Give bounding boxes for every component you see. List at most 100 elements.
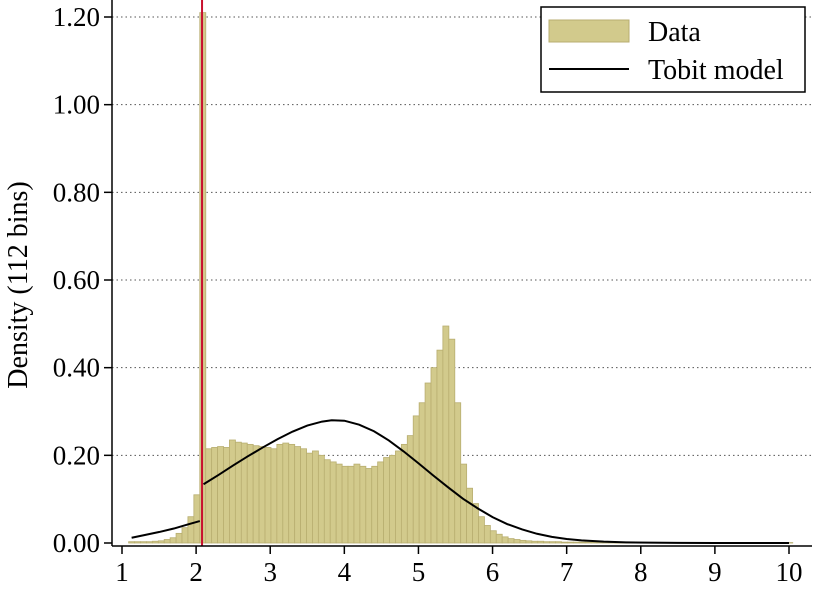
histogram-bar — [377, 461, 385, 544]
histogram-bar — [288, 443, 296, 544]
histogram-bar — [335, 463, 343, 544]
histogram-bar — [157, 540, 165, 544]
legend: Data Tobit model — [540, 6, 806, 93]
histogram-bar — [466, 487, 473, 544]
histogram-bar — [525, 540, 533, 544]
histogram-bar — [501, 536, 509, 544]
histogram-bar — [584, 541, 592, 544]
histogram-bar — [163, 539, 171, 544]
x-tick-label: 7 — [560, 557, 574, 587]
histogram-bar — [430, 367, 438, 544]
histogram-bar — [489, 530, 497, 544]
histogram-bar — [217, 446, 224, 544]
line-layer — [131, 0, 789, 546]
histogram-bar — [329, 461, 337, 544]
histogram-bar — [282, 442, 290, 544]
histogram-bar — [229, 439, 236, 544]
histogram-bar — [306, 452, 313, 544]
histogram-bar — [406, 435, 414, 544]
histogram-bar — [205, 448, 213, 544]
histogram-bar — [365, 468, 373, 544]
axes-layer: 0.00 0.20 0.40 0.60 0.80 1.00 1.20 1 2 3 4 5 6 7 8 9 10 D… — [3, 0, 812, 587]
histogram-bar — [312, 450, 319, 544]
histogram-bar — [495, 533, 503, 544]
y-tick-label: 0.20 — [53, 440, 100, 470]
y-tick-label: 0.60 — [53, 265, 100, 295]
histogram-bar — [371, 465, 379, 544]
histogram-bar — [128, 541, 136, 544]
histogram-bar — [223, 447, 230, 544]
y-tick-label: 0.40 — [53, 353, 100, 383]
histogram-bar — [140, 541, 147, 544]
histogram-bar — [483, 525, 491, 544]
histogram-bar — [549, 541, 556, 544]
histogram-bar — [454, 402, 462, 544]
histogram-bar — [151, 540, 159, 544]
histogram-bar — [566, 541, 574, 544]
histogram-bar — [531, 540, 539, 544]
histogram-bar — [507, 538, 515, 544]
y-tick-label: 1.20 — [53, 2, 100, 32]
x-tick-label: 5 — [412, 557, 426, 587]
histogram-bar — [134, 541, 141, 544]
x-tick-label: 9 — [708, 557, 722, 587]
histogram-bar — [519, 539, 527, 544]
histogram-bar — [400, 443, 408, 544]
histogram-bar — [572, 541, 580, 544]
histogram-bar — [383, 457, 390, 544]
histogram-bar — [424, 382, 432, 544]
histogram-bar — [252, 445, 260, 544]
y-tick-label: 0.00 — [53, 528, 100, 558]
histogram-bar — [347, 465, 355, 544]
histogram-bar — [146, 541, 153, 544]
y-axis-label: Density (112 bins) — [3, 181, 34, 388]
histogram-bar — [590, 541, 598, 544]
histogram-bar — [436, 349, 444, 544]
histogram-bar — [353, 463, 361, 544]
histogram-bar — [359, 465, 367, 544]
histogram-bar — [294, 446, 302, 544]
x-tick-label: 4 — [338, 557, 352, 587]
histogram-bar — [175, 532, 183, 544]
histogram-bar — [258, 446, 266, 544]
y-tick-label: 1.00 — [53, 90, 100, 120]
histogram-bar — [181, 527, 189, 544]
histogram-bar — [169, 537, 177, 544]
x-tick-label: 2 — [189, 557, 203, 587]
histogram-bar — [246, 443, 254, 544]
histogram-bar — [264, 447, 272, 544]
x-tick-label: 8 — [634, 557, 648, 587]
x-tick-label: 10 — [776, 557, 803, 587]
x-tick-label: 3 — [263, 557, 277, 587]
histogram-bar — [442, 325, 450, 544]
histogram-bar — [276, 443, 284, 544]
histogram-bar — [211, 447, 219, 544]
legend-label-tobit: Tobit model — [648, 55, 784, 86]
histogram-bar — [543, 541, 551, 544]
histogram-bar — [412, 415, 420, 544]
histogram-bar — [323, 459, 331, 544]
legend-label-data: Data — [648, 17, 701, 48]
histogram-bar — [234, 441, 242, 544]
histogram-bar — [187, 516, 195, 544]
tobit-curve-segment-1 — [202, 419, 789, 544]
histogram-bar — [561, 541, 568, 544]
x-tick-label: 1 — [115, 557, 129, 587]
histogram-bar — [578, 541, 586, 544]
histogram-bar — [317, 454, 325, 544]
histogram-bar — [472, 503, 479, 544]
histogram-bar — [341, 465, 349, 544]
histogram-bar — [448, 338, 456, 544]
y-tick-label: 0.80 — [53, 177, 100, 207]
histogram-bar — [555, 541, 562, 544]
histogram-bar — [460, 463, 468, 544]
legend-swatch-data — [548, 19, 630, 43]
histogram-bar — [270, 448, 278, 544]
histogram-bar — [537, 540, 545, 544]
histogram-bar — [418, 402, 426, 544]
histogram-bar — [478, 516, 485, 544]
histogram-bar — [395, 450, 402, 544]
histogram-bar — [389, 454, 396, 544]
